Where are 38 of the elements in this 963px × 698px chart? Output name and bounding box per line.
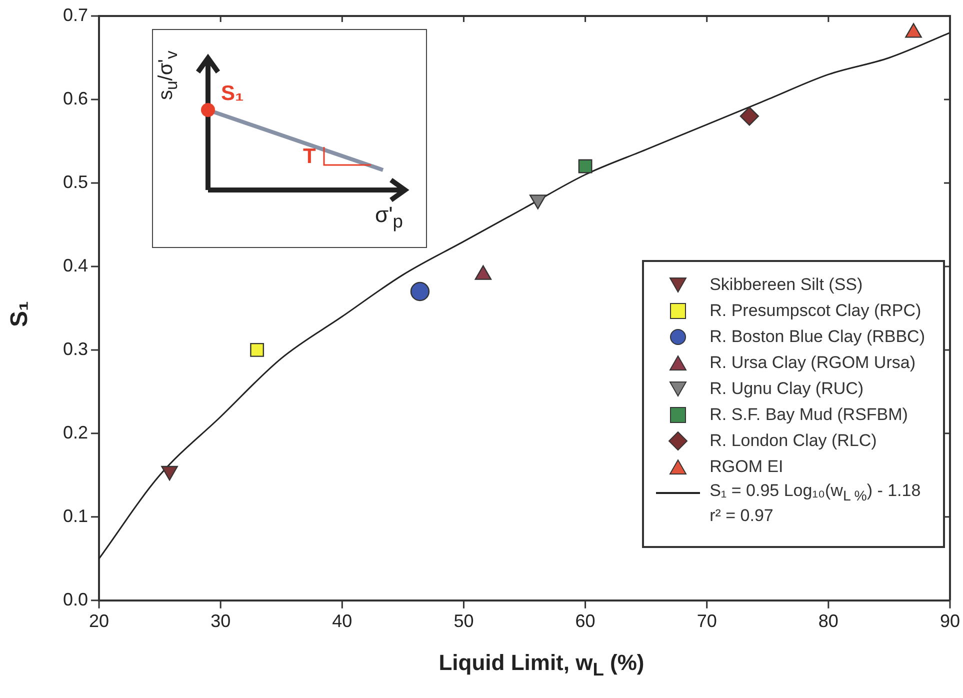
y-tick-label: 0.5 [62, 172, 88, 192]
x-tick-label: 50 [454, 611, 474, 632]
x-tick-label: 80 [818, 611, 838, 632]
y-tick-label: 0.7 [62, 4, 88, 25]
y-tick-label: 0.1 [62, 506, 88, 526]
y-tick-label: 0.6 [62, 88, 88, 108]
x-tick-label: 60 [575, 611, 596, 632]
legend-label: S₁ = 0.95 Log₁₀(w$_{L %}$) - 1.18 [710, 481, 921, 505]
legend-label: R. Ursa Clay (RGOM Ursa) [710, 353, 916, 373]
point [161, 466, 178, 481]
annotation: r² = 0.97 [710, 506, 774, 527]
point [740, 106, 760, 126]
annotation: σ'$_{p}$ [375, 202, 403, 232]
legend-label: RGOM EI [710, 457, 784, 477]
y-tick-label: 0.0 [62, 589, 88, 610]
x-tick-label: 40 [332, 611, 352, 632]
y-tick-label: 0.3 [62, 338, 88, 359]
x-tick-label: 20 [89, 611, 110, 632]
legend-label: R. S.F. Bay Mud (RSFBM) [710, 405, 908, 425]
legend-label: R. Ugnu Clay (RUC) [710, 379, 864, 399]
x-tick-label: 30 [210, 611, 231, 632]
legend-label: Skibbereen Silt (SS) [710, 275, 863, 295]
point [905, 23, 922, 38]
point [578, 159, 592, 174]
legend-label: R. London Clay (RLC) [710, 431, 877, 451]
x-tick-label: 70 [696, 611, 717, 632]
y-tick-label: 0.4 [62, 255, 88, 276]
line-series [99, 32, 950, 560]
x-axis-title: Liquid Limit, w$_{L}$ (%) [438, 650, 646, 680]
annotation: T [303, 145, 316, 169]
legend-label: R. Boston Blue Clay (RBBC) [710, 327, 925, 347]
y-tick-label: 0.2 [62, 422, 88, 442]
point [250, 342, 264, 357]
annotation: S₁ [221, 82, 244, 106]
point [410, 282, 430, 302]
y-axis-title: S₁ [6, 300, 34, 329]
legend-label: R. Presumpscot Clay (RPC) [710, 301, 922, 321]
x-tick-label: 90 [940, 611, 960, 632]
